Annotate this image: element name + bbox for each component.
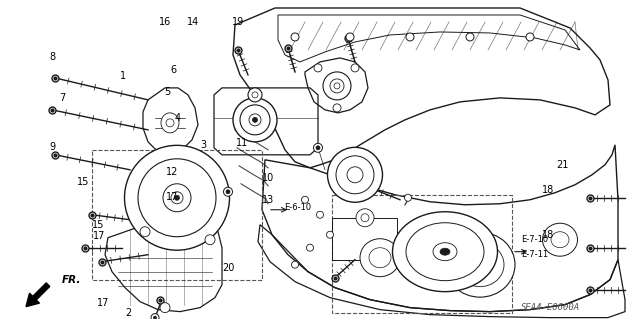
- Text: 18: 18: [542, 185, 554, 195]
- Text: SEA4-E0600A: SEA4-E0600A: [520, 303, 580, 312]
- Ellipse shape: [291, 261, 298, 268]
- Text: 6: 6: [170, 65, 176, 75]
- Ellipse shape: [445, 232, 515, 297]
- Text: 19: 19: [232, 17, 244, 27]
- Ellipse shape: [248, 88, 262, 102]
- Text: 17: 17: [97, 298, 109, 308]
- Ellipse shape: [323, 72, 351, 100]
- Text: 15: 15: [92, 220, 104, 230]
- Ellipse shape: [316, 146, 320, 150]
- Text: 8: 8: [49, 52, 55, 62]
- Ellipse shape: [226, 190, 230, 194]
- Ellipse shape: [392, 212, 497, 292]
- Ellipse shape: [470, 256, 490, 274]
- Ellipse shape: [223, 187, 232, 196]
- Text: 14: 14: [187, 17, 199, 27]
- Text: 21: 21: [556, 160, 568, 170]
- Ellipse shape: [301, 196, 308, 203]
- Ellipse shape: [138, 159, 216, 237]
- Bar: [332, 195, 512, 313]
- Text: 4: 4: [175, 113, 181, 123]
- Ellipse shape: [347, 167, 363, 183]
- Ellipse shape: [356, 209, 374, 227]
- Ellipse shape: [140, 227, 150, 237]
- Ellipse shape: [456, 243, 504, 287]
- Ellipse shape: [151, 314, 159, 319]
- Ellipse shape: [125, 145, 230, 250]
- FancyArrow shape: [26, 283, 50, 307]
- Ellipse shape: [330, 79, 344, 93]
- Ellipse shape: [333, 104, 341, 112]
- Ellipse shape: [351, 64, 359, 72]
- Text: 12: 12: [166, 167, 178, 177]
- Ellipse shape: [240, 105, 270, 135]
- Ellipse shape: [253, 117, 257, 122]
- Bar: [332, 218, 397, 260]
- Ellipse shape: [328, 147, 383, 202]
- Text: 17: 17: [166, 192, 178, 202]
- Ellipse shape: [336, 156, 374, 194]
- Text: 7: 7: [59, 93, 65, 103]
- Ellipse shape: [163, 184, 191, 212]
- Ellipse shape: [543, 223, 577, 256]
- Ellipse shape: [406, 223, 484, 281]
- Ellipse shape: [466, 33, 474, 41]
- Bar: [92, 150, 262, 280]
- Text: 2: 2: [125, 308, 131, 318]
- Ellipse shape: [440, 248, 450, 255]
- Ellipse shape: [307, 244, 314, 251]
- Ellipse shape: [171, 192, 183, 204]
- Ellipse shape: [317, 211, 323, 218]
- Ellipse shape: [334, 83, 340, 89]
- Ellipse shape: [404, 194, 412, 201]
- Text: E-7-11: E-7-11: [522, 250, 548, 259]
- Text: FR.: FR.: [62, 275, 81, 285]
- Text: E-7-10: E-7-10: [522, 235, 548, 244]
- Text: 3: 3: [200, 140, 206, 150]
- Ellipse shape: [166, 119, 174, 127]
- Text: 15: 15: [77, 177, 89, 187]
- Text: 1: 1: [120, 71, 126, 81]
- Ellipse shape: [360, 239, 400, 277]
- Ellipse shape: [175, 195, 179, 200]
- Ellipse shape: [205, 235, 215, 245]
- Ellipse shape: [160, 303, 170, 313]
- Ellipse shape: [314, 64, 322, 72]
- Ellipse shape: [154, 316, 157, 319]
- Ellipse shape: [369, 248, 391, 268]
- Text: 10: 10: [262, 173, 274, 183]
- Ellipse shape: [233, 98, 277, 142]
- Ellipse shape: [406, 33, 414, 41]
- Text: 16: 16: [159, 17, 171, 27]
- Ellipse shape: [433, 243, 457, 261]
- Text: 11: 11: [236, 138, 248, 148]
- Text: 17: 17: [93, 231, 105, 241]
- Text: 13: 13: [262, 195, 274, 205]
- Ellipse shape: [526, 33, 534, 41]
- Text: 18: 18: [542, 230, 554, 240]
- Ellipse shape: [551, 232, 569, 248]
- Ellipse shape: [346, 33, 354, 41]
- Ellipse shape: [249, 114, 261, 126]
- Ellipse shape: [326, 231, 333, 238]
- Ellipse shape: [314, 143, 323, 152]
- Ellipse shape: [252, 92, 258, 98]
- Text: E-6-10: E-6-10: [284, 203, 312, 212]
- Text: 20: 20: [222, 263, 234, 273]
- Text: 9: 9: [49, 142, 55, 152]
- Ellipse shape: [161, 113, 179, 133]
- Ellipse shape: [291, 33, 299, 41]
- Text: 5: 5: [164, 87, 170, 97]
- Ellipse shape: [361, 214, 369, 222]
